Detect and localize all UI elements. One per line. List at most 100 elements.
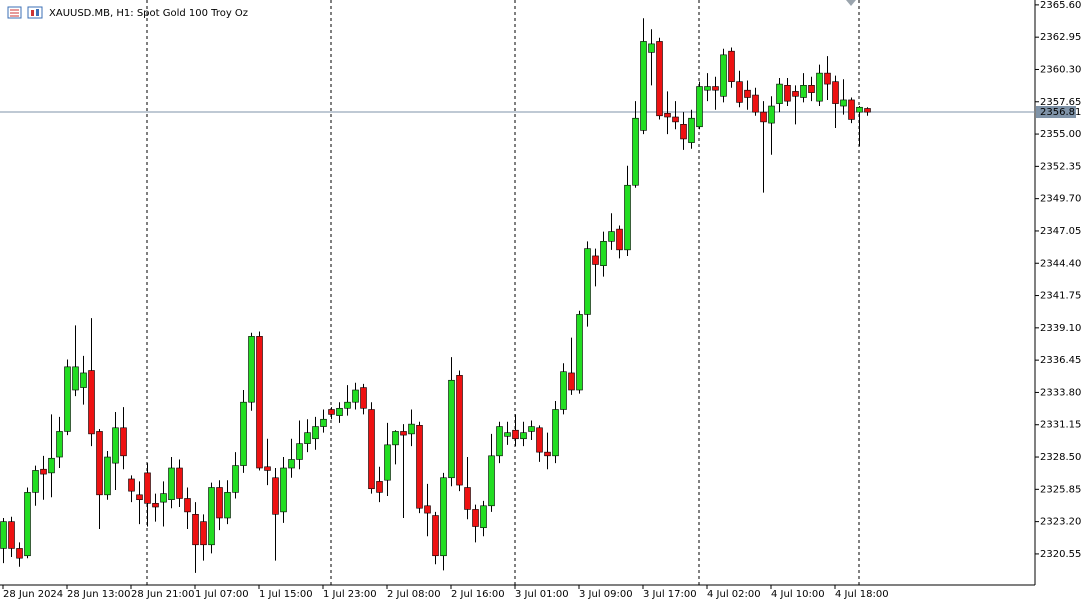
candle xyxy=(360,383,367,415)
candle xyxy=(480,500,487,537)
candle-body xyxy=(824,72,831,85)
candle xyxy=(152,493,159,522)
x-tick-label: 28 Jun 21:00 xyxy=(131,589,195,600)
candle-body xyxy=(752,94,759,113)
candle-body xyxy=(128,478,135,492)
candle xyxy=(312,416,319,450)
x-tick-label: 3 Jul 17:00 xyxy=(643,589,697,600)
candle xyxy=(32,465,39,506)
candle-body xyxy=(680,124,687,140)
candle-body xyxy=(40,468,47,475)
candle xyxy=(40,455,47,500)
y-tick-label: 2328.50 xyxy=(1040,452,1081,463)
candle-body xyxy=(632,117,639,186)
x-tick-label: 2 Jul 16:00 xyxy=(451,589,505,600)
y-tick-label: 2344.40 xyxy=(1040,258,1081,269)
candle-body xyxy=(304,432,311,444)
candle xyxy=(136,481,143,525)
toolbar-icons xyxy=(7,6,43,19)
candle-body xyxy=(96,431,103,496)
candle xyxy=(536,425,543,462)
last-price-label: 2356.81 xyxy=(1040,107,1081,118)
candle xyxy=(160,481,167,527)
candle xyxy=(144,463,151,527)
candle-body xyxy=(264,466,271,471)
candle-body xyxy=(368,409,375,490)
candle-body xyxy=(400,431,407,436)
y-tick-label: 2362.95 xyxy=(1040,32,1081,43)
candle-body xyxy=(648,43,655,53)
candle-body xyxy=(712,86,719,91)
candle-body xyxy=(520,432,527,440)
candle xyxy=(48,414,55,498)
x-tick-label: 3 Jul 01:00 xyxy=(515,589,569,600)
candle-body xyxy=(0,521,7,549)
y-tick-label: 2339.10 xyxy=(1040,323,1081,334)
x-tick-label: 28 Jun 13:00 xyxy=(67,589,131,600)
candle xyxy=(776,78,783,113)
candle-body xyxy=(288,459,295,469)
candle-body xyxy=(760,111,767,123)
candle xyxy=(208,482,215,554)
candle-body xyxy=(664,113,671,118)
candle xyxy=(64,359,71,436)
candle xyxy=(496,421,503,464)
x-tick-label: 4 Jul 10:00 xyxy=(771,589,825,600)
candle-body xyxy=(528,426,535,432)
x-tick-label: 1 Jul 15:00 xyxy=(259,589,313,600)
candle xyxy=(416,421,423,514)
candle xyxy=(736,70,743,108)
candle-body xyxy=(416,425,423,509)
candle-body xyxy=(320,418,327,427)
candle-body xyxy=(312,426,319,440)
candle xyxy=(104,450,111,500)
candle-body xyxy=(240,401,247,466)
candle xyxy=(712,76,719,110)
icon-bar xyxy=(31,10,34,16)
chart-title: XAUUSD.MB, H1: Spot Gold 100 Troy Oz xyxy=(49,8,248,19)
candle xyxy=(512,414,519,447)
candle-body xyxy=(640,41,647,131)
candle-body xyxy=(120,427,127,457)
candle-body xyxy=(296,443,303,460)
candle xyxy=(528,420,535,440)
candle-body xyxy=(720,54,727,97)
candle-body xyxy=(208,487,215,546)
candle-body xyxy=(464,487,471,510)
candle xyxy=(320,409,327,433)
candle xyxy=(272,468,279,561)
candle xyxy=(440,472,447,571)
candle xyxy=(744,80,751,110)
candle-body xyxy=(88,370,95,435)
x-tick-label: 1 Jul 07:00 xyxy=(195,589,249,600)
candle xyxy=(24,487,31,559)
candle-body xyxy=(104,456,111,496)
candle xyxy=(432,511,439,565)
candle-body xyxy=(840,99,847,107)
candle-body xyxy=(448,379,455,479)
shift-marker xyxy=(846,0,856,6)
candle-body xyxy=(384,444,391,481)
candle xyxy=(768,96,775,155)
candle-body xyxy=(192,514,199,546)
candle-body xyxy=(280,467,287,513)
candle xyxy=(408,409,415,447)
y-tick-label: 2352.35 xyxy=(1040,161,1081,172)
candle xyxy=(112,411,119,490)
icon-chart xyxy=(27,6,43,19)
candle-body xyxy=(392,431,399,446)
candle xyxy=(624,165,631,256)
candle xyxy=(448,357,455,487)
candle-body xyxy=(424,505,431,514)
candle xyxy=(840,79,847,115)
candle-body xyxy=(272,477,279,515)
candle-body xyxy=(576,314,583,391)
candle xyxy=(192,502,199,573)
candle xyxy=(256,331,263,471)
candle-body xyxy=(256,336,263,469)
candle-body xyxy=(776,83,783,104)
candle xyxy=(128,475,135,503)
candle xyxy=(672,101,679,130)
candle-body xyxy=(112,427,119,464)
y-tick-label: 2365.60 xyxy=(1040,0,1081,11)
